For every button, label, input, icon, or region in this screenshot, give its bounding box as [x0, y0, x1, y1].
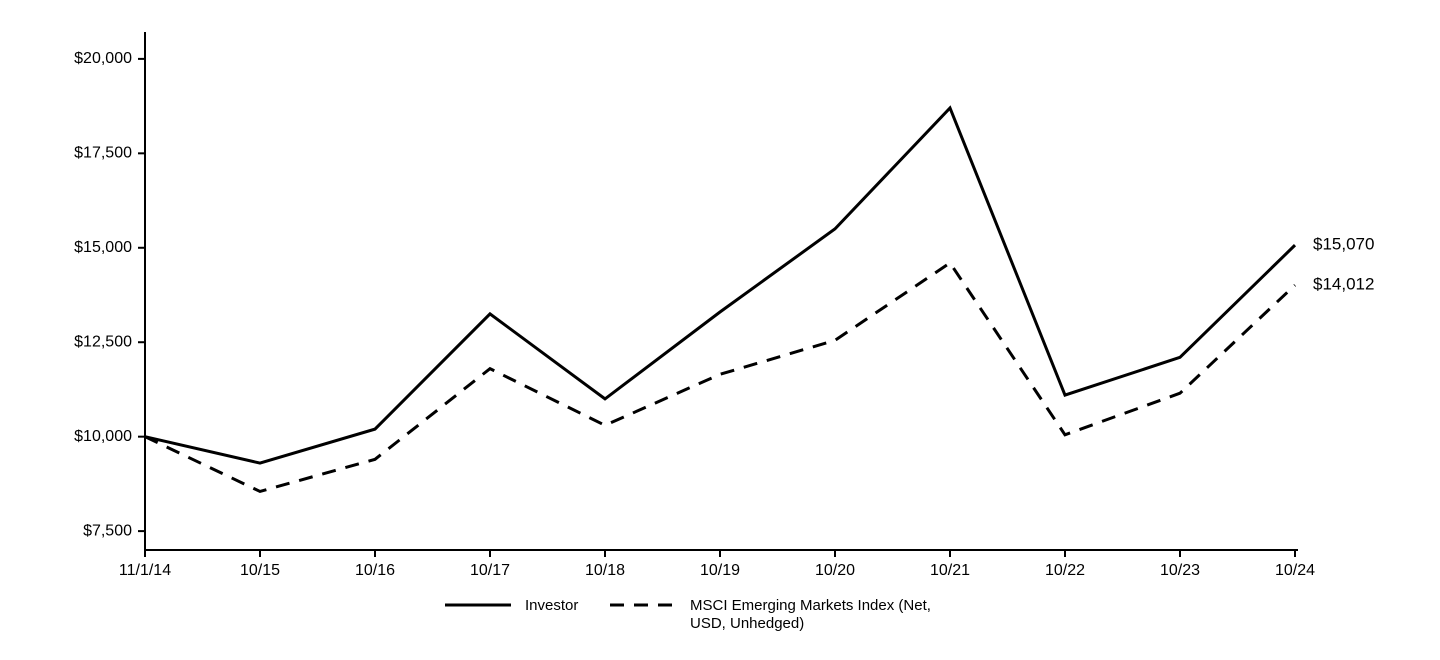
legend-label-1: MSCI Emerging Markets Index (Net,: [690, 597, 931, 614]
x-tick-label: 10/20: [815, 562, 855, 579]
x-tick-label: 10/16: [355, 562, 395, 579]
legend-label-1-line2: USD, Unhedged): [690, 615, 804, 632]
series-line-0: [145, 108, 1295, 463]
y-tick-label: $15,000: [74, 239, 132, 256]
x-tick-label: 10/22: [1045, 562, 1085, 579]
x-tick-label: 10/18: [585, 562, 625, 579]
y-tick-label: $17,500: [74, 145, 132, 162]
series-end-label-1: $14,012: [1313, 275, 1374, 294]
x-tick-label: 10/24: [1275, 562, 1315, 579]
series-end-label-0: $15,070: [1313, 235, 1374, 254]
y-tick-label: $20,000: [74, 50, 132, 67]
y-tick-label: $10,000: [74, 428, 132, 445]
x-tick-label: 10/17: [470, 562, 510, 579]
chart-svg: $7,500 $10,000 $12,500 $15,000 $17,500 $20,00…: [0, 0, 1440, 660]
x-tick-label: 10/19: [700, 562, 740, 579]
x-tick-label: 10/21: [930, 562, 970, 579]
y-tick-label: $12,500: [74, 333, 132, 350]
x-tick-label: 10/23: [1160, 562, 1200, 579]
y-tick-label: $7,500: [83, 522, 132, 539]
legend-label-0: Investor: [525, 597, 578, 614]
x-tick-label: 11/1/14: [119, 562, 171, 579]
x-tick-label: 10/15: [240, 562, 280, 579]
growth-chart: $7,500 $10,000 $12,500 $15,000 $17,500 $20,00…: [0, 0, 1440, 660]
